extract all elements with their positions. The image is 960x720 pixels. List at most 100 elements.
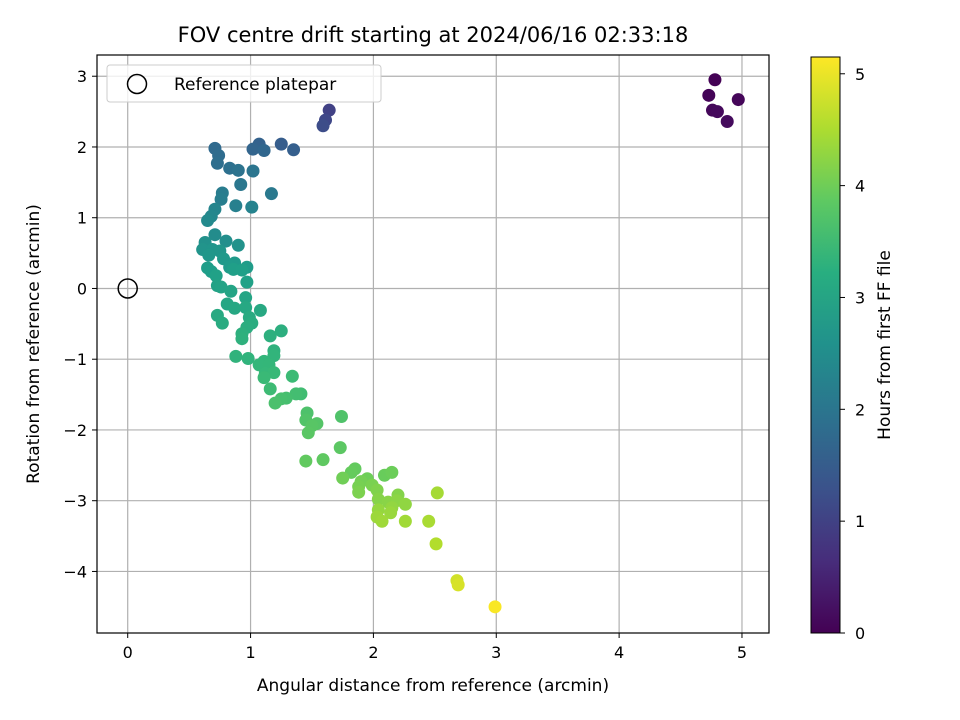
data-point (274, 137, 288, 151)
data-point (708, 73, 722, 87)
data-point (229, 199, 243, 213)
x-tick-label: 0 (123, 643, 133, 662)
data-point (215, 316, 229, 330)
data-point (246, 164, 260, 178)
data-point (210, 156, 224, 170)
data-point (289, 387, 303, 401)
data-point (702, 88, 716, 102)
data-point (239, 301, 253, 315)
plot-frame (96, 54, 770, 634)
data-point (214, 280, 228, 294)
data-point (398, 514, 412, 528)
legend-entry-reference: Reference platepar (174, 75, 336, 95)
data-point (257, 371, 271, 385)
data-point (301, 426, 315, 440)
x-tick-label: 2 (368, 643, 378, 662)
colorbar-ticks: 0 1 2 3 4 5 (840, 65, 865, 643)
data-point (263, 329, 277, 343)
data-point (430, 486, 444, 500)
data-point (208, 228, 222, 242)
x-tick-label: 5 (737, 643, 747, 662)
data-point (267, 366, 281, 380)
data-point (285, 369, 299, 383)
data-point (316, 119, 330, 133)
legend: Reference platepar (106, 64, 382, 103)
colorbar-tick-label: 4 (855, 177, 865, 196)
data-point (720, 115, 734, 129)
data-point (235, 263, 249, 277)
data-point (231, 163, 245, 177)
reference-platepar-marker (117, 278, 138, 299)
data-point (710, 105, 724, 119)
y-tick-label: −4 (63, 562, 87, 581)
legend-reference-marker (126, 73, 148, 95)
data-point (384, 506, 398, 520)
colorbar-gradient (810, 56, 841, 634)
data-point (268, 396, 282, 410)
data-point (228, 301, 242, 315)
data-point (240, 275, 254, 289)
y-axis-ticks: −4 −3 −2 −1 0 1 2 3 (63, 67, 97, 581)
data-point (229, 349, 243, 363)
y-tick-label: 0 (77, 279, 87, 298)
data-point (224, 284, 238, 298)
colorbar-label: Hours from first FF file (875, 250, 895, 440)
data-point (334, 410, 348, 424)
data-point (231, 238, 245, 252)
x-axis-ticks: 0 1 2 3 4 5 (123, 633, 747, 662)
data-point (488, 600, 502, 614)
data-point (352, 485, 366, 499)
data-point (246, 142, 260, 156)
data-point (239, 291, 253, 305)
data-point (429, 537, 443, 551)
y-tick-label: 3 (77, 67, 87, 86)
data-point (241, 352, 255, 366)
data-point (234, 177, 248, 191)
colorbar-tick-label: 1 (855, 512, 865, 531)
colorbar-tick-label: 3 (855, 288, 865, 307)
data-point (333, 441, 347, 455)
data-point (336, 471, 350, 485)
data-points (196, 73, 745, 614)
data-point (253, 303, 267, 317)
data-point (201, 214, 215, 228)
colorbar-tick-label: 0 (855, 624, 865, 643)
colorbar-tick-label: 5 (855, 65, 865, 84)
data-point (219, 234, 233, 248)
y-axis-label: Rotation from reference (arcmin) (24, 204, 44, 484)
data-point (274, 324, 288, 338)
data-point (322, 103, 336, 117)
y-tick-label: −1 (63, 350, 87, 369)
x-tick-label: 3 (491, 643, 501, 662)
data-point (257, 144, 271, 158)
data-point (385, 465, 399, 479)
data-point (209, 269, 223, 283)
y-tick-label: −2 (63, 421, 87, 440)
y-tick-label: 1 (77, 209, 87, 228)
data-point (398, 497, 412, 511)
data-point (451, 578, 465, 592)
data-point (371, 492, 385, 506)
data-point (235, 332, 249, 346)
chart-title: FOV centre drift starting at 2024/06/16 … (178, 23, 689, 47)
colorbar: 0 1 2 3 4 5 Hours from first FF file (810, 56, 895, 643)
colorbar-tick-label: 2 (855, 400, 865, 419)
data-point (263, 382, 277, 396)
x-axis-label: Angular distance from reference (arcmin) (257, 676, 609, 696)
y-tick-label: −3 (63, 492, 87, 511)
y-tick-label: 2 (77, 138, 87, 157)
x-tick-label: 4 (614, 643, 624, 662)
data-point (287, 143, 301, 157)
data-point (422, 514, 436, 528)
data-point (316, 453, 330, 467)
data-point (731, 93, 745, 107)
data-point (375, 514, 389, 528)
data-point (299, 454, 313, 468)
data-point (245, 200, 259, 214)
data-point (214, 192, 228, 206)
data-point (202, 248, 216, 262)
legend-box (106, 64, 382, 103)
reference-marker-group (117, 278, 138, 299)
x-tick-label: 1 (245, 643, 255, 662)
